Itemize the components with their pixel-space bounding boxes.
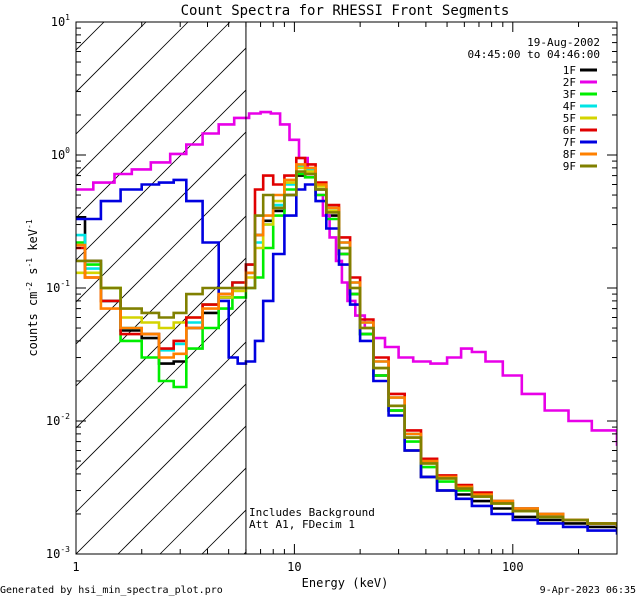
legend-label-1F: 1F xyxy=(563,64,576,77)
y-label-exp1: -2 xyxy=(25,282,34,292)
y-label-kev: keV xyxy=(26,229,40,258)
legend-label-3F: 3F xyxy=(563,88,576,101)
y-tick-label: 10-3 xyxy=(46,545,70,561)
legend-label-8F: 8F xyxy=(563,148,576,161)
hatch-line xyxy=(370,22,640,554)
y-tick-label: 100 xyxy=(51,146,70,162)
hatch-line xyxy=(76,173,246,345)
legend-label-9F: 9F xyxy=(563,160,576,173)
footer-generator: Generated by hsi_min_spectra_plot.pro xyxy=(0,585,223,596)
series-8F xyxy=(76,163,617,527)
series-7F xyxy=(76,178,617,535)
y-label-exp3: -1 xyxy=(25,219,34,229)
series-9F xyxy=(76,170,617,527)
hatch-line xyxy=(117,425,246,554)
hatch-line xyxy=(76,89,246,261)
hatch-line xyxy=(622,22,640,554)
series-3F xyxy=(76,172,617,527)
time-range-label: 04:45:00 to 04:46:00 xyxy=(468,48,600,61)
hatch-line xyxy=(76,22,231,177)
attenuator-hatch-region xyxy=(76,22,640,554)
y-label-s: s xyxy=(26,268,40,282)
footer-date: 9-Apr-2023 06:35 xyxy=(540,585,636,596)
y-axis-label: counts cm-2 s-1 keV-1 xyxy=(25,219,40,356)
x-tick-label: 100 xyxy=(502,560,524,574)
legend-label-7F: 7F xyxy=(563,136,576,149)
hatch-line xyxy=(76,299,246,471)
y-tick-label: 10-1 xyxy=(46,279,70,295)
hatch-line xyxy=(76,215,246,387)
x-axis-label: Energy (keV) xyxy=(302,576,389,590)
series-lines xyxy=(76,110,617,535)
y-label-counts: counts cm xyxy=(26,292,40,357)
hatch-line xyxy=(76,131,246,303)
legend-label-2F: 2F xyxy=(563,76,576,89)
x-tick-label: 1 xyxy=(72,560,79,574)
hatch-line xyxy=(76,383,246,554)
hatch-line xyxy=(76,22,147,93)
chart-title: Count Spectra for RHESSI Front Segments xyxy=(181,3,510,19)
hatch-line xyxy=(76,22,189,135)
annotation-attenuator: Att A1, FDecim 1 xyxy=(249,518,355,531)
series-6F xyxy=(76,156,617,527)
svg-text:counts cm-2 s-1 keV-1: counts cm-2 s-1 keV-1 xyxy=(25,219,40,356)
y-tick-label: 101 xyxy=(51,13,70,29)
hatch-line xyxy=(286,22,640,554)
series-2F xyxy=(76,110,617,446)
hatch-line xyxy=(76,47,246,219)
annotation-background: Includes Background xyxy=(249,506,375,519)
legend-label-5F: 5F xyxy=(563,112,576,125)
x-tick-label: 10 xyxy=(287,560,301,574)
legend-label-6F: 6F xyxy=(563,124,576,137)
y-tick-label: 10-2 xyxy=(46,412,70,428)
hatch-line xyxy=(76,341,246,513)
date-label: 19-Aug-2002 xyxy=(527,36,600,49)
axes: 1 10 100 101 100 10-1 10-2 10-3 xyxy=(46,13,618,574)
hatch-line xyxy=(538,22,640,554)
y-label-exp2: -1 xyxy=(25,258,34,268)
hatch-line xyxy=(328,22,640,554)
series-1F xyxy=(76,172,617,531)
legend-label-4F: 4F xyxy=(563,100,576,113)
